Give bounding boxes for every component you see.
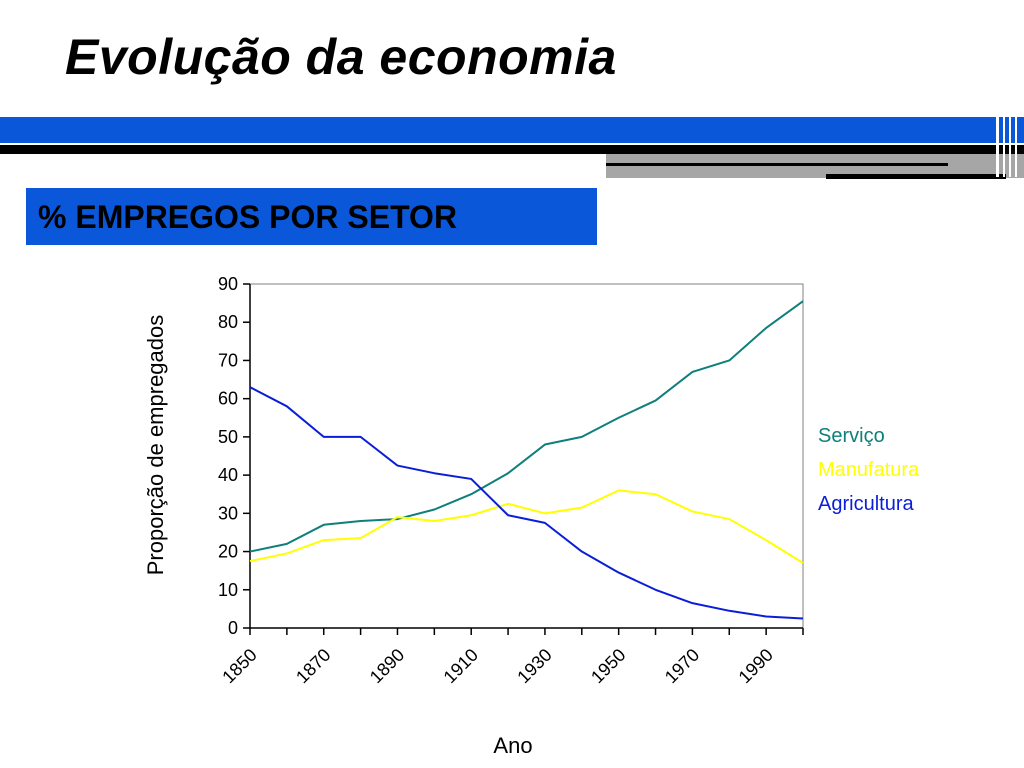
y-tick-label: 10: [218, 580, 238, 600]
series-line-agricultura: [249, 386, 804, 620]
chart-axes: 0 10 20 30 40 50 60 70 80 90 1850 1870 1890 1910 1930 1…: [218, 274, 804, 687]
y-tick-label: 60: [218, 389, 238, 409]
section-header-label: % EMPREGOS POR SETOR: [38, 199, 458, 235]
y-tick-label: 40: [218, 465, 238, 485]
y-tick-label: 70: [218, 350, 238, 370]
y-tick-label: 90: [218, 274, 238, 294]
x-tick-label: 1990: [735, 645, 777, 687]
edge-stripe: [1003, 117, 1005, 177]
x-tick-label: 1970: [661, 645, 703, 687]
header-blue-band: [0, 117, 1024, 143]
y-tick-label: 0: [228, 618, 238, 638]
legend-entry: Manufatura: [818, 459, 920, 481]
header-black-rule: [0, 145, 1024, 154]
slide-title: Evolução da economia: [65, 29, 617, 85]
edge-stripe: [1009, 117, 1011, 177]
legend-entry: Agricultura: [818, 493, 914, 515]
header-black-rule-short: [826, 174, 1006, 179]
y-tick-label: 30: [218, 503, 238, 523]
series-line-serviço: [249, 300, 804, 553]
plot-frame: [249, 283, 804, 629]
y-tick-label: 50: [218, 427, 238, 447]
chart-legend: Serviço Manufatura Agricultura: [818, 425, 920, 515]
y-tick-label: 80: [218, 312, 238, 332]
series-line-manufatura: [249, 489, 804, 564]
edge-stripe: [996, 117, 999, 177]
chart-series: [249, 300, 804, 620]
legend-entry: Serviço: [818, 425, 885, 447]
x-tick-label: 1950: [587, 645, 629, 687]
section-header-box: % EMPREGOS POR SETOR: [26, 188, 597, 245]
edge-stripe: [1015, 117, 1017, 177]
x-tick-label: 1890: [366, 645, 408, 687]
x-tick-label: 1850: [218, 645, 260, 687]
x-tick-label: 1870: [292, 645, 334, 687]
x-tick-label: 1910: [440, 645, 482, 687]
header-thin-rule: [606, 163, 948, 166]
x-axis-title: Ano: [493, 733, 532, 758]
x-tick-label: 1930: [513, 645, 555, 687]
y-axis-title: Proporção de empregados: [143, 315, 168, 576]
y-tick-label: 20: [218, 542, 238, 562]
